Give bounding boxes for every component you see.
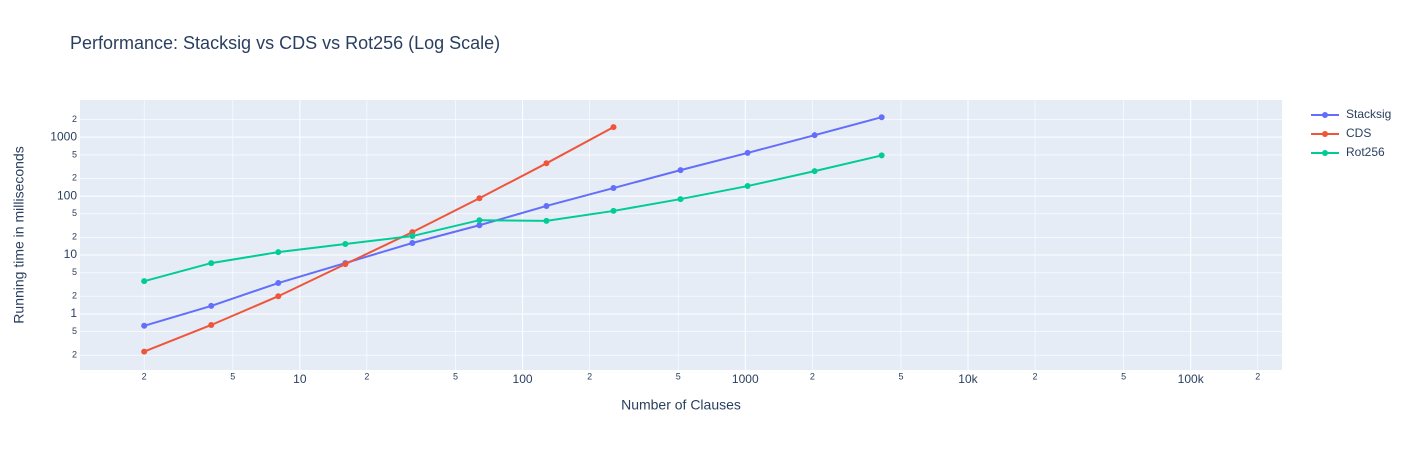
point (409, 239, 416, 246)
x-tick-label: 10 (293, 372, 307, 386)
point (677, 167, 684, 174)
y-tick-label: 2 (72, 173, 77, 183)
x-tick-label: 5 (453, 371, 458, 381)
point (610, 207, 617, 214)
y-tick-label: 1000 (50, 129, 77, 143)
legend-label: Stacksig (1346, 107, 1391, 121)
point (342, 261, 349, 268)
point (610, 124, 617, 131)
point (878, 152, 885, 159)
point (677, 196, 684, 203)
point (141, 348, 148, 355)
y-tick-label: 5 (72, 149, 77, 159)
x-tick-label: 2 (1033, 371, 1038, 381)
x-tick-label: 2 (587, 371, 592, 381)
y-tick-label: 10 (64, 247, 78, 261)
point (811, 132, 818, 139)
y-tick-label: 2 (72, 114, 77, 124)
x-tick-label: 10k (958, 372, 978, 386)
y-tick-label: 100 (57, 188, 77, 202)
legend-marker (1322, 112, 1328, 118)
y-tick-label: 5 (72, 326, 77, 336)
x-tick-label: 2 (142, 371, 147, 381)
grid (80, 100, 1282, 370)
x-tick-label: 1000 (732, 372, 759, 386)
point (811, 168, 818, 175)
x-tick-label: 5 (898, 371, 903, 381)
chart-title: Performance: Stacksig vs CDS vs Rot256 (… (70, 33, 500, 53)
legend-label: Rot256 (1346, 145, 1385, 159)
point (275, 280, 282, 287)
point (476, 217, 483, 224)
point (141, 278, 148, 285)
x-tick-label: 2 (1255, 371, 1260, 381)
y-axis-title: Running time in milliseconds (11, 146, 27, 323)
point (208, 302, 215, 309)
point (275, 293, 282, 300)
series-line (143, 116, 882, 327)
point (610, 185, 617, 192)
point (275, 249, 282, 256)
y-tick-label: 5 (72, 208, 77, 218)
plot-area (80, 100, 1282, 370)
series-line (143, 126, 614, 353)
y-tick-label: 2 (72, 350, 77, 360)
y-tick-label: 1 (70, 306, 77, 320)
point (409, 233, 416, 240)
point (543, 217, 550, 224)
x-tick-label: 100k (1178, 372, 1205, 386)
point (342, 240, 349, 247)
point (476, 222, 483, 229)
legend-label: CDS (1346, 126, 1371, 140)
x-tick-label: 5 (676, 371, 681, 381)
x-axis-title: Number of Clauses (621, 397, 741, 413)
x-tick-label: 100 (513, 372, 533, 386)
x-tick-label: 5 (1121, 371, 1126, 381)
point (208, 321, 215, 328)
point (543, 202, 550, 209)
series-line (143, 154, 882, 283)
point (141, 322, 148, 329)
point (543, 160, 550, 167)
y-tick-label: 2 (72, 232, 77, 242)
marks (141, 114, 885, 355)
point (208, 260, 215, 267)
point (744, 183, 751, 190)
point (476, 195, 483, 202)
y-tick-label: 5 (72, 267, 77, 277)
legend-marker (1322, 150, 1328, 156)
x-tick-label: 2 (364, 371, 369, 381)
point (744, 149, 751, 156)
point (878, 114, 885, 121)
legend-marker (1322, 131, 1328, 137)
x-tick-label: 2 (810, 371, 815, 381)
y-tick-label: 2 (72, 291, 77, 301)
x-tick-label: 5 (230, 371, 235, 381)
